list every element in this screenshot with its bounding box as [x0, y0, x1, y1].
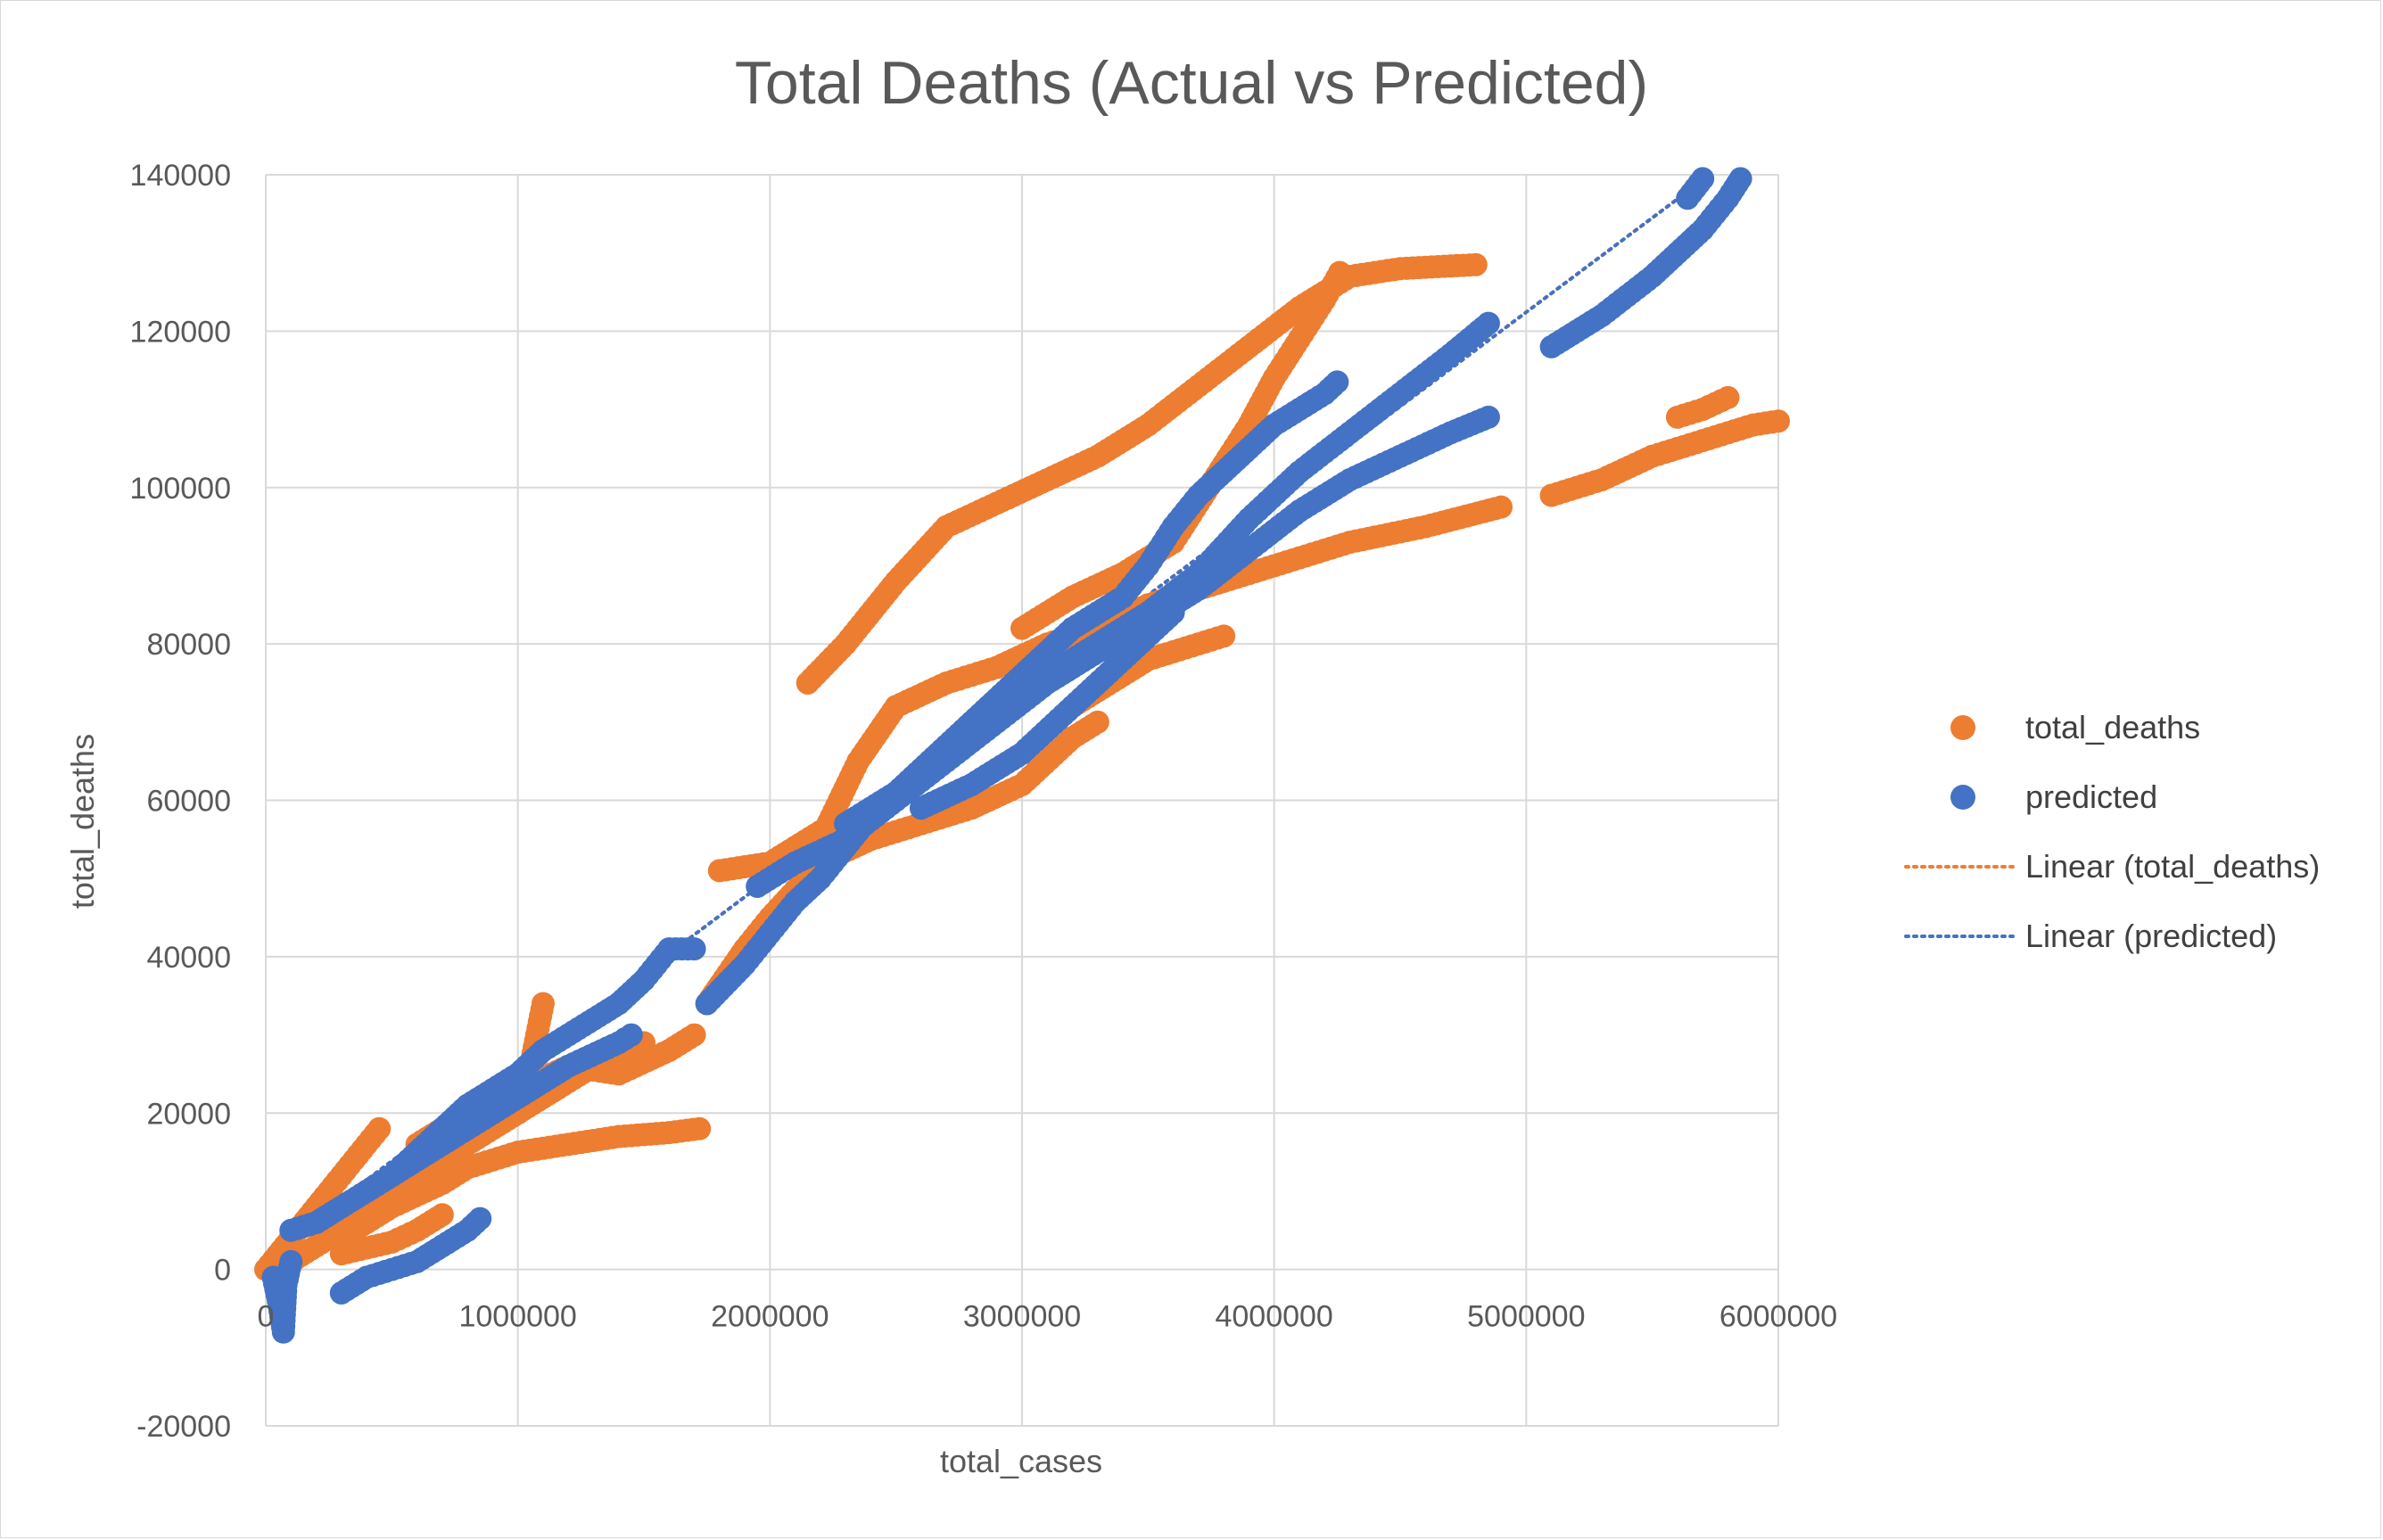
legend-marker — [1950, 715, 1975, 740]
total_deaths-point — [688, 1116, 712, 1141]
y-axis-ticks: -20000 0 20000 40000 60000 80000 100000 120000 1… — [130, 159, 231, 1444]
x-tick-label: 5000000 — [1467, 1300, 1585, 1334]
y-tick-label: 20000 — [146, 1097, 231, 1131]
gridlines — [265, 174, 1779, 1427]
y-tick-label: 0 — [214, 1254, 231, 1288]
y-axis-title: total_deaths — [64, 734, 101, 909]
predicted-point — [1325, 370, 1349, 394]
data-points — [254, 167, 1790, 1344]
total_deaths-point — [1212, 624, 1236, 648]
y-tick-label: 140000 — [130, 159, 231, 193]
legend-label: Linear (predicted) — [2025, 918, 2277, 954]
y-tick-label: 60000 — [146, 785, 231, 819]
total_deaths-point — [531, 992, 555, 1016]
chart-title: Total Deaths (Actual vs Predicted) — [735, 49, 1648, 117]
predicted-point — [1161, 601, 1185, 625]
total_deaths-point — [1464, 252, 1488, 276]
predicted-point — [1476, 405, 1500, 429]
predicted-point — [1476, 311, 1500, 335]
y-tick-label: 120000 — [130, 315, 231, 349]
x-tick-label: 0 — [258, 1300, 275, 1334]
total_deaths-point — [1328, 260, 1352, 284]
legend-label: total_deaths — [2025, 709, 2200, 745]
total_deaths-point — [682, 1023, 706, 1047]
legend-marker — [1950, 785, 1975, 810]
legend-label: Linear (total_deaths) — [2025, 848, 2320, 885]
predicted-point — [1728, 167, 1752, 191]
legend-label: predicted — [2025, 778, 2157, 815]
x-axis-title: total_cases — [940, 1443, 1102, 1479]
total_deaths-point — [367, 1116, 392, 1141]
x-tick-label: 2000000 — [711, 1300, 829, 1334]
predicted-point — [682, 937, 706, 961]
x-tick-label: 3000000 — [963, 1300, 1081, 1334]
x-tick-label: 4000000 — [1215, 1300, 1332, 1334]
total_deaths-point — [1767, 409, 1790, 433]
predicted-point — [468, 1206, 492, 1231]
total_deaths-point — [1085, 710, 1109, 734]
y-tick-label: -20000 — [136, 1410, 231, 1444]
total_deaths-point — [1716, 385, 1740, 409]
predicted-point — [279, 1249, 303, 1273]
predicted-point — [1691, 167, 1715, 191]
y-tick-label: 80000 — [146, 628, 231, 662]
x-axis-ticks: 0 1000000 2000000 3000000 4000000 5000000 6000… — [258, 1300, 1838, 1334]
total_deaths-point — [430, 1203, 454, 1227]
legend: total_deaths predicted Linear (total_death… — [1904, 709, 2320, 954]
total_deaths-point — [1489, 495, 1513, 519]
y-tick-label: 100000 — [130, 472, 231, 506]
x-tick-label: 6000000 — [1719, 1300, 1837, 1334]
predicted-point — [619, 1023, 643, 1047]
x-tick-label: 1000000 — [458, 1300, 576, 1334]
y-tick-label: 40000 — [146, 941, 231, 975]
